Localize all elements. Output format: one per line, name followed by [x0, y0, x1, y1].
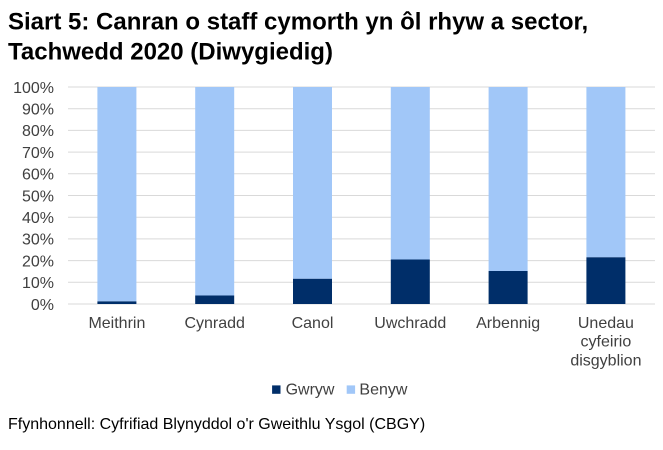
- svg-text:Meithrin: Meithrin: [88, 315, 145, 332]
- svg-text:Benyw: Benyw: [359, 382, 407, 399]
- svg-text:90%: 90%: [22, 102, 54, 119]
- svg-text:Cynradd: Cynradd: [184, 315, 244, 332]
- svg-text:20%: 20%: [22, 253, 54, 270]
- svg-text:Siart 5: Canran o staff cymort: Siart 5: Canran o staff cymorth yn ôl rh…: [8, 9, 588, 36]
- svg-text:100%: 100%: [13, 80, 54, 97]
- svg-text:Gwryw: Gwryw: [286, 382, 335, 399]
- svg-text:60%: 60%: [22, 167, 54, 184]
- svg-text:80%: 80%: [22, 123, 54, 140]
- svg-text:40%: 40%: [22, 210, 54, 227]
- svg-text:0%: 0%: [31, 297, 54, 314]
- svg-text:70%: 70%: [22, 145, 54, 162]
- svg-text:50%: 50%: [22, 188, 54, 205]
- svg-text:cyfeirio: cyfeirio: [581, 334, 632, 351]
- svg-text:10%: 10%: [22, 275, 54, 292]
- svg-text:Arbennig: Arbennig: [476, 315, 540, 332]
- svg-text:Ffynhonnell: Cyfrifiad Blynydd: Ffynhonnell: Cyfrifiad Blynyddol o'r Gwe…: [8, 416, 425, 433]
- svg-text:Uwchradd: Uwchradd: [374, 315, 446, 332]
- svg-text:30%: 30%: [22, 232, 54, 249]
- svg-text:disgyblion: disgyblion: [570, 352, 641, 369]
- svg-text:Canol: Canol: [292, 315, 334, 332]
- svg-text:Tachwedd 2020 (Diwygiedig): Tachwedd 2020 (Diwygiedig): [8, 39, 333, 66]
- svg-text:Unedau: Unedau: [578, 315, 634, 332]
